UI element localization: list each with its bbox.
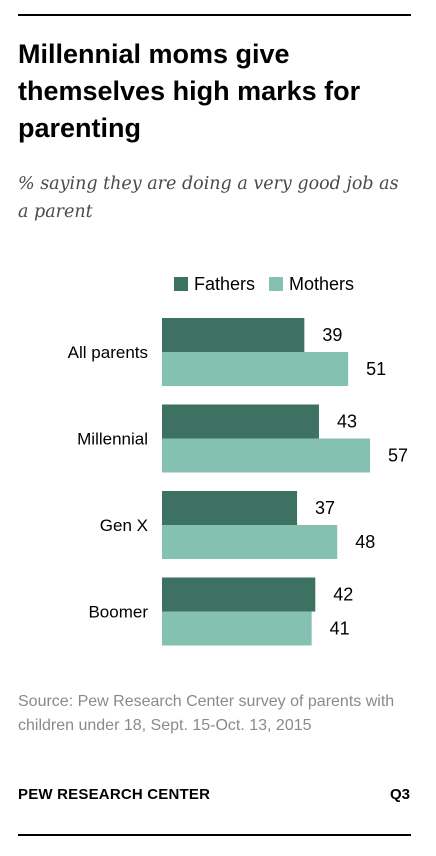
category-label-boomer: Boomer: [88, 603, 148, 622]
value-label-mothers-millennial: 57: [388, 446, 408, 466]
bar-mothers-all-parents: [162, 352, 349, 386]
chart-title: Millennial moms give themselves high mar…: [18, 39, 361, 143]
legend-swatch-mothers: [269, 277, 284, 291]
category-label-millennial: Millennial: [77, 430, 148, 449]
bar-fathers-boomer: [162, 577, 316, 612]
legend-label-fathers: Fathers: [194, 273, 256, 294]
bar-mothers-gen-x: [162, 525, 338, 559]
source-note: Source: Pew Research Center survey of pa…: [18, 693, 395, 734]
footer-code: Q3: [389, 786, 410, 803]
top-rule: [18, 14, 411, 16]
bottom-rule: [18, 834, 411, 836]
value-label-fathers-millennial: 43: [337, 412, 357, 432]
bar-fathers-gen-x: [162, 491, 298, 525]
bar-fathers-all-parents: [162, 318, 305, 352]
bar-mothers-millennial: [162, 438, 371, 473]
legend-item-mothers: Mothers: [269, 274, 354, 295]
value-label-mothers-gen-x: 48: [355, 532, 375, 552]
footer-org: PEW RESEARCH CENTER: [18, 786, 211, 803]
value-label-mothers-boomer: 41: [330, 619, 350, 639]
value-label-fathers-gen-x: 37: [315, 498, 335, 518]
bar-fathers-millennial: [162, 404, 319, 439]
category-label-all-parents: All parents: [68, 343, 148, 362]
category-label-gen-x: Gen X: [100, 516, 148, 535]
legend-swatch-fathers: [174, 277, 188, 291]
value-label-fathers-all-parents: 39: [322, 325, 342, 345]
value-label-mothers-all-parents: 51: [366, 359, 386, 379]
legend-item-fathers: Fathers: [174, 274, 255, 295]
chart-subtitle: % saying they are doing a very good job …: [18, 174, 399, 222]
legend-label-mothers: Mothers: [289, 273, 355, 294]
value-label-fathers-boomer: 42: [333, 585, 353, 605]
bar-mothers-boomer: [162, 611, 312, 646]
legend: Fathers Mothers: [174, 272, 368, 296]
